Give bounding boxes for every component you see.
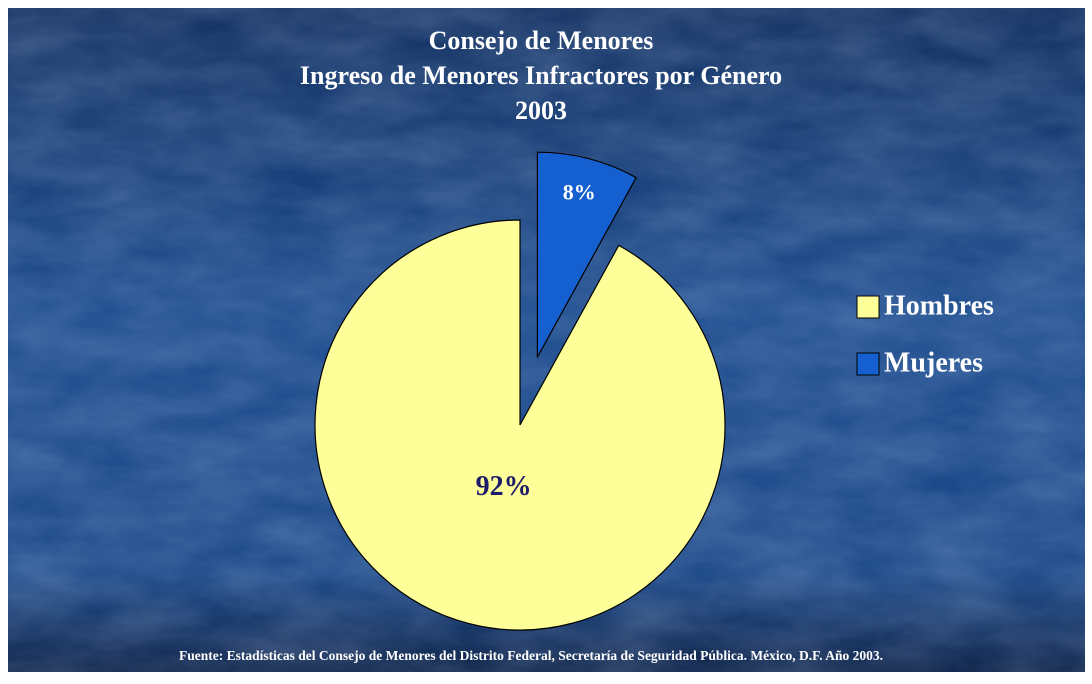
legend-label: Hombres bbox=[884, 290, 994, 321]
chart-title: Consejo de Menores bbox=[429, 26, 654, 55]
legend-swatch bbox=[856, 295, 880, 319]
source-note: Fuente: Estadísticas del Consejo de Meno… bbox=[179, 648, 883, 663]
legend-label: Mujeres bbox=[884, 347, 983, 378]
data-label: 92% bbox=[476, 471, 532, 502]
pie-slice bbox=[314, 219, 726, 631]
pie-slice bbox=[536, 151, 637, 358]
chart-title: Ingreso de Menores Infractores por Géner… bbox=[300, 61, 782, 90]
data-label: 8% bbox=[563, 179, 596, 204]
chart-title: 2003 bbox=[515, 96, 567, 125]
legend-swatch bbox=[856, 352, 880, 376]
